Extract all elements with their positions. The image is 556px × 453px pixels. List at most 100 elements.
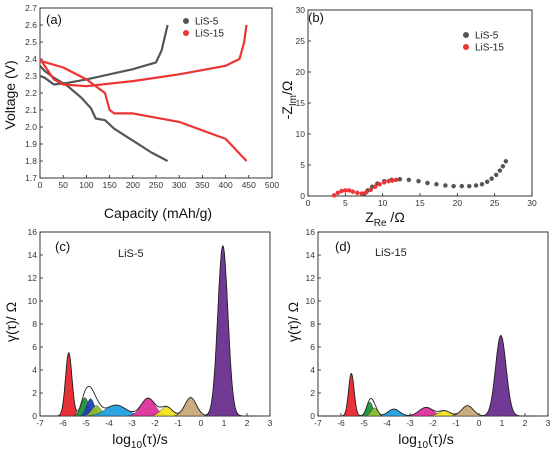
panel-d-peak (482, 335, 519, 417)
panel-d-xtick-label: 2 (523, 418, 528, 428)
panel-b-data-point (451, 183, 456, 189)
panel-c-xlabel-main: log (112, 431, 131, 447)
panel-c-ylabel: γ(τ)/ Ω (3, 302, 19, 342)
panel-a-ylabel: Voltage (V) (2, 60, 18, 129)
panel-a-series-line (39, 65, 169, 162)
panel-c-xtick-label: -1 (174, 418, 182, 428)
panel-c-ytick-label: 2 (32, 388, 37, 398)
panel-d-peak (342, 373, 361, 417)
panel-b-ytick-label: 25 (296, 36, 306, 46)
panel-a-xtick-label: 250 (149, 180, 163, 190)
panel-a-legend-label: LiS-5 (195, 17, 219, 28)
panel-a-ytick-label: 2.1 (25, 105, 37, 115)
panel-c-label: (c) (55, 239, 70, 254)
panel-b-legend-marker (463, 44, 469, 50)
panel-b-data-point (355, 190, 360, 196)
panel-a-xtick-label: 0 (38, 180, 43, 190)
panel-b-data-point (479, 181, 485, 187)
panel-a-ytick-label: 1.9 (25, 139, 37, 149)
panel-c-ytick-label: 4 (32, 365, 37, 375)
panel-c-xtick-label: -2 (151, 418, 159, 428)
panel-a-legend-marker (183, 30, 189, 36)
panel-b-ylabel-sub: Im (288, 95, 299, 106)
panel-d-xtick-label: 1 (500, 418, 505, 428)
panel-a-legend-label: LiS-15 (195, 29, 224, 40)
panel-b-xlabel-sub: Re (374, 218, 387, 229)
panel-a-xtick-label: 200 (126, 180, 140, 190)
panel-c-xtick-label: 0 (199, 418, 204, 428)
panel-c-ytick-label: 16 (28, 227, 38, 237)
panel-b-data-point (443, 183, 448, 188)
panel-a-ytick-label: 2.0 (25, 122, 37, 132)
panel-b-data-point (343, 188, 348, 193)
panel-a-ytick-label: 2.3 (25, 71, 37, 81)
panel-b-data-point (363, 190, 369, 195)
panel-c-xtick-label: -5 (82, 418, 90, 428)
panel-b-xtick-label: 10 (378, 198, 388, 208)
panel-b-ytick-label: 20 (296, 67, 306, 77)
panel-b-data-point (503, 159, 509, 164)
panel-a-ytick-label: 2.5 (25, 37, 37, 47)
panel-d-xtick-label: -1 (452, 418, 460, 428)
panel-b-ylabel-main: -Z (279, 106, 295, 120)
panel-d-ytick-label: 4 (310, 365, 315, 375)
panel-c-xtick-label: -3 (128, 418, 136, 428)
panel-b-data-point (397, 177, 403, 182)
panel-c-xtick-label: -4 (105, 418, 113, 428)
panel-b-legend-marker (463, 32, 469, 38)
panel-b-data-point (416, 178, 421, 184)
panel-b-legend-label: LiS-15 (475, 43, 504, 54)
panel-c-ytick-label: 6 (32, 342, 37, 352)
panel-a-ytick-label: 2.6 (25, 20, 37, 30)
panel-d-ytick-label: 12 (306, 273, 316, 283)
panel-c-xtick-label: 1 (222, 418, 227, 428)
panel-b-data-point (346, 188, 352, 193)
panel-c-drt: (c) LiS-5 log10(τ)/s γ(τ)/ Ω -7 -6 -5 -4 -3-… (3, 227, 273, 451)
panel-d-xlabel: log10(τ)/s (398, 431, 454, 451)
panel-b-label: (b) (308, 10, 324, 25)
panel-c-peak (58, 352, 80, 417)
panel-b-data-point (484, 179, 490, 184)
panel-b-data-point (489, 176, 494, 181)
panel-c-ytick-label: 10 (28, 296, 38, 306)
panel-d-ytick-label: 0 (310, 411, 315, 421)
panel-c-xtick-label: -7 (36, 418, 44, 428)
panel-a-xtick-label: 500 (265, 180, 279, 190)
panel-d-xtick-label: 0 (477, 418, 482, 428)
panel-c-xtick-label: 3 (268, 418, 273, 428)
panel-b-ylabel-unit: /Ω (279, 81, 295, 95)
panel-a-xtick-label: 300 (172, 180, 186, 190)
panel-b-data-point (467, 183, 472, 189)
panel-b-ytick-label: 10 (296, 129, 306, 139)
panel-d-drt: (d) LiS-15 log10(τ)/s γ(τ)/ Ω -7 -6 -5 -4 -3… (285, 227, 551, 451)
panel-c-xtick-label: 2 (245, 418, 250, 428)
panel-b-data-point (473, 183, 479, 188)
panel-d-ytick-label: 6 (310, 342, 315, 352)
panel-b-ylabel: -ZIm/Ω (279, 81, 299, 120)
panel-c-inset-label: LiS-5 (118, 248, 144, 260)
panel-b-data-point (434, 181, 439, 187)
panel-c-envelope (42, 245, 259, 417)
panel-a-ytick-label: 2.2 (25, 88, 37, 98)
panel-b-xtick-label: 30 (527, 198, 537, 208)
panel-b-legend-label: LiS-5 (475, 31, 499, 42)
panel-a-xtick-label: 150 (103, 180, 117, 190)
panel-a-xtick-label: 100 (79, 180, 93, 190)
panel-d-xtick-label: -6 (337, 418, 345, 428)
panel-a-xtick-label: 400 (219, 180, 233, 190)
panel-a-ytick-label: 2.4 (25, 54, 37, 64)
panel-d-xtick-label: -5 (360, 418, 368, 428)
panel-a-xtick-label: 350 (195, 180, 209, 190)
panel-b-data-point (381, 180, 387, 185)
panel-a-xlabel: Capacity (mAh/g) (104, 205, 212, 221)
panel-b-data-point (497, 168, 503, 173)
panel-b-data-point (500, 163, 506, 169)
panel-b-ytick-label: 0 (300, 191, 305, 201)
panel-d-xtick-label: -4 (383, 418, 391, 428)
panel-b-data-point (372, 184, 378, 189)
panel-b-data-point (390, 178, 395, 183)
